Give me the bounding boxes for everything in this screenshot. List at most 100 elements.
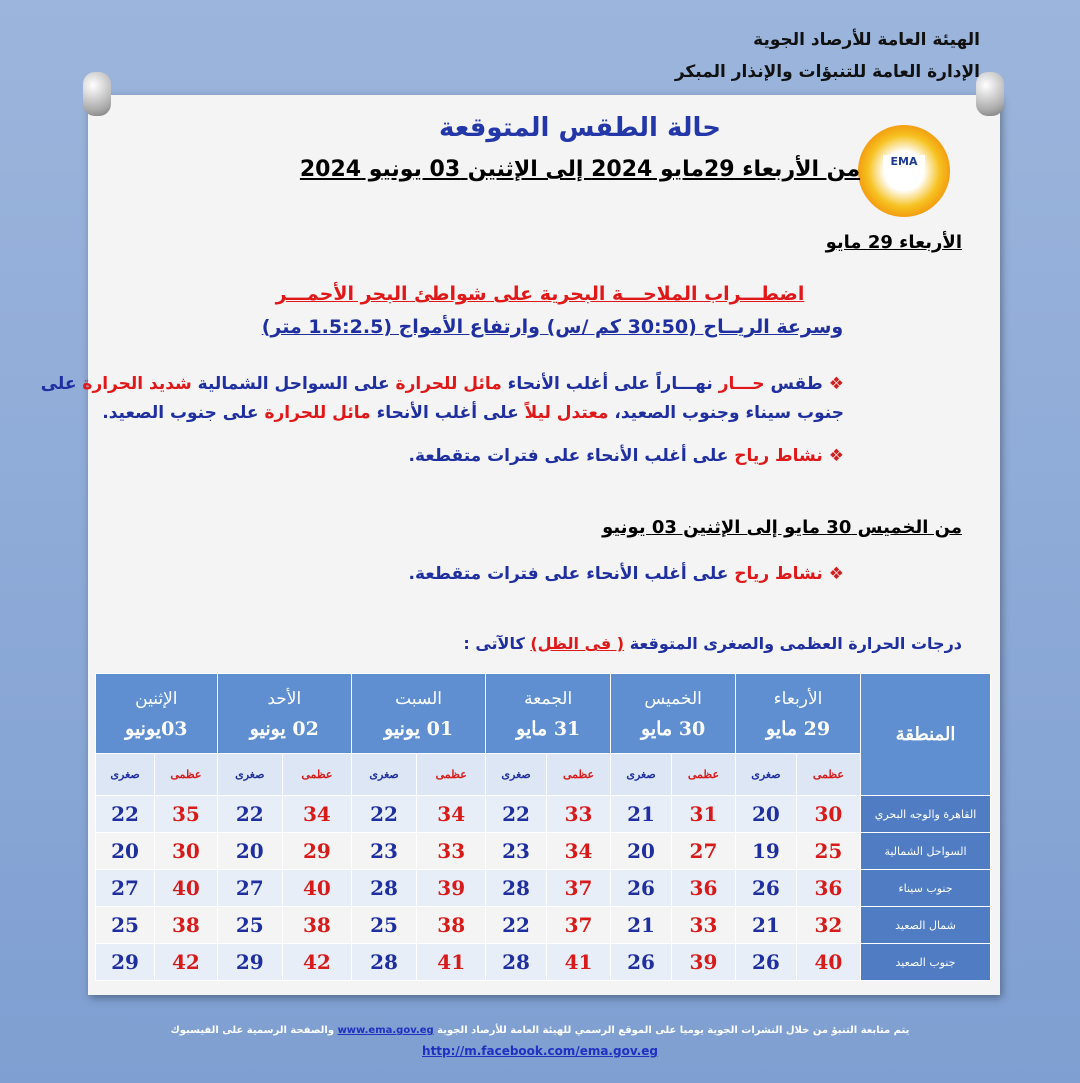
day-header: الإثنين 03يونيو <box>95 673 218 754</box>
bullets: ❖نشاط رياح على أغلب الأنحاء على فترات مت… <box>132 560 962 603</box>
pin <box>83 72 111 116</box>
bullet-marker: ❖ <box>828 374 844 394</box>
min-temp: 21 <box>610 906 672 944</box>
max-temp: 30 <box>795 795 862 833</box>
website-link[interactable]: www.ema.gov.eg <box>337 1025 434 1036</box>
text-run: على جنوب الصعيد. <box>102 403 265 423</box>
min-temp: 22 <box>485 906 547 944</box>
data-row: جنوب سيناء 36 26 36 26 37 28 39 28 40 27 40 27 <box>94 869 991 907</box>
max-temp: 42 <box>281 943 352 981</box>
text-run: على أغلب الأنحاء على فترات متقطعة. <box>408 564 735 584</box>
text-run: على جنوب سيناء وجنوب الصعيد، <box>40 374 844 423</box>
text-run: على السواحل الشمالية <box>191 374 396 394</box>
max-label: عظمى <box>154 753 218 796</box>
max-label: عظمى <box>795 753 862 796</box>
day-date: 01 يونيو <box>384 717 454 740</box>
min-temp: 28 <box>485 869 547 907</box>
max-temp: 39 <box>416 869 487 907</box>
day-header: الخميس 30 مايو <box>610 673 737 754</box>
bullet: ❖نشاط رياح على أغلب الأنحاء على فترات مت… <box>14 560 844 589</box>
table-caption: درجات الحرارة العظمى والصغرى المتوقعة ( … <box>463 634 962 653</box>
day-date: 03يونيو <box>125 717 188 740</box>
data-row: شمال الصعيد 32 21 33 21 37 22 38 25 38 25 38 25 <box>94 906 991 944</box>
org-line: الإدارة العامة للتنبؤات والإنذار المبكر <box>674 62 980 82</box>
min-temp: 19 <box>735 832 797 870</box>
min-temp: 26 <box>735 869 797 907</box>
text-run: مائل للحرارة <box>395 374 502 394</box>
max-temp: 30 <box>154 832 218 870</box>
day-header: الأربعاء 29 مايو <box>735 673 861 754</box>
day-name: الأحد <box>267 688 302 709</box>
max-temp: 36 <box>795 869 862 907</box>
min-temp: 25 <box>350 906 418 944</box>
max-temp: 37 <box>545 906 612 944</box>
max-temp: 37 <box>545 869 612 907</box>
max-temp: 38 <box>154 906 218 944</box>
min-temp: 28 <box>485 943 547 981</box>
org-line: الهيئة العامة للأرصاد الجوية <box>753 30 980 50</box>
region-name: جنوب سيناء <box>860 869 991 907</box>
region-name: جنوب الصعيد <box>860 943 991 981</box>
temperature-table: المنطقة الأربعاء 29 مايو الخميس 30 مايو الجمع… <box>94 673 991 981</box>
min-temp: 29 <box>216 943 283 981</box>
min-temp: 22 <box>485 795 547 833</box>
min-label: صغرى <box>216 753 283 796</box>
min-label: صغرى <box>610 753 672 796</box>
max-temp: 40 <box>281 869 352 907</box>
alert: اضطـــراب الملاحـــة البحرية على شواطئ ا… <box>275 283 805 305</box>
max-temp: 31 <box>670 795 737 833</box>
header-row: المنطقة الأربعاء 29 مايو الخميس 30 مايو الجمع… <box>95 673 991 796</box>
min-temp: 26 <box>610 943 672 981</box>
logo-text: EMA <box>883 155 925 168</box>
min-temp: 28 <box>350 943 418 981</box>
max-temp: 25 <box>795 832 862 870</box>
max-temp: 33 <box>670 906 737 944</box>
day-name: الأربعاء <box>773 688 823 709</box>
min-temp: 22 <box>94 795 156 833</box>
max-temp: 40 <box>154 869 218 907</box>
footer-text: يتم متابعة التنبؤ من خلال النشرات الجوية… <box>433 1025 910 1036</box>
text-run: مائل للحرارة <box>264 403 371 423</box>
section-heading: الأربعاء 29 مايو <box>825 232 962 253</box>
min-temp: 25 <box>94 906 156 944</box>
max-temp: 38 <box>281 906 352 944</box>
min-temp: 26 <box>610 869 672 907</box>
max-label: عظمى <box>416 753 487 796</box>
text-run: على أغلب الأنحاء على فترات متقطعة. <box>408 446 735 466</box>
max-temp: 41 <box>545 943 612 981</box>
max-temp: 35 <box>154 795 218 833</box>
max-temp: 34 <box>281 795 352 833</box>
day-name: الإثنين <box>135 688 178 709</box>
period: من الأربعاء 29مايو 2024 إلى الإثنين 03 ي… <box>299 157 861 182</box>
min-label: صغرى <box>735 753 797 796</box>
max-temp: 42 <box>154 943 218 981</box>
max-temp: 34 <box>545 832 612 870</box>
min-temp: 20 <box>94 832 156 870</box>
data-row: جنوب الصعيد 40 26 39 26 41 28 41 28 42 29 42 29 <box>94 943 991 981</box>
facebook-link[interactable]: http://m.facebook.com/ema.gov.eg <box>422 1044 658 1058</box>
bullet: ❖نشاط رياح على أغلب الأنحاء على فترات مت… <box>14 442 844 471</box>
subheader-row: عظمى صغرى عظمى صغرى عظمى صغرى عظمى صغرى عظمى صغرى… <box>94 753 991 796</box>
min-temp: 22 <box>350 795 418 833</box>
region-name: القاهرة والوجه البحري <box>860 795 991 833</box>
max-temp: 39 <box>670 943 737 981</box>
max-temp: 32 <box>795 906 862 944</box>
text-run: طقس <box>764 374 823 394</box>
min-temp: 23 <box>350 832 418 870</box>
pin <box>976 72 1004 116</box>
title: حالة الطقس المتوقعة <box>438 113 722 143</box>
max-temp: 33 <box>545 795 612 833</box>
text-run: درجات الحرارة العظمى والصغرى المتوقعة <box>624 634 962 653</box>
min-label: صغرى <box>485 753 547 796</box>
min-temp: 25 <box>216 906 283 944</box>
footer-line: http://m.facebook.com/ema.gov.eg <box>0 1044 1080 1058</box>
day-name: السبت <box>395 688 443 709</box>
max-temp: 33 <box>416 832 487 870</box>
text-run: على أغلب الأنحاء <box>370 403 525 423</box>
min-temp: 29 <box>94 943 156 981</box>
bullet-marker: ❖ <box>828 446 844 466</box>
text-run: كالآتى : <box>463 634 531 653</box>
text-run: معتدل ليلاً <box>524 403 609 423</box>
footer-line: يتم متابعة التنبؤ من خلال النشرات الجوية… <box>0 1025 1080 1036</box>
